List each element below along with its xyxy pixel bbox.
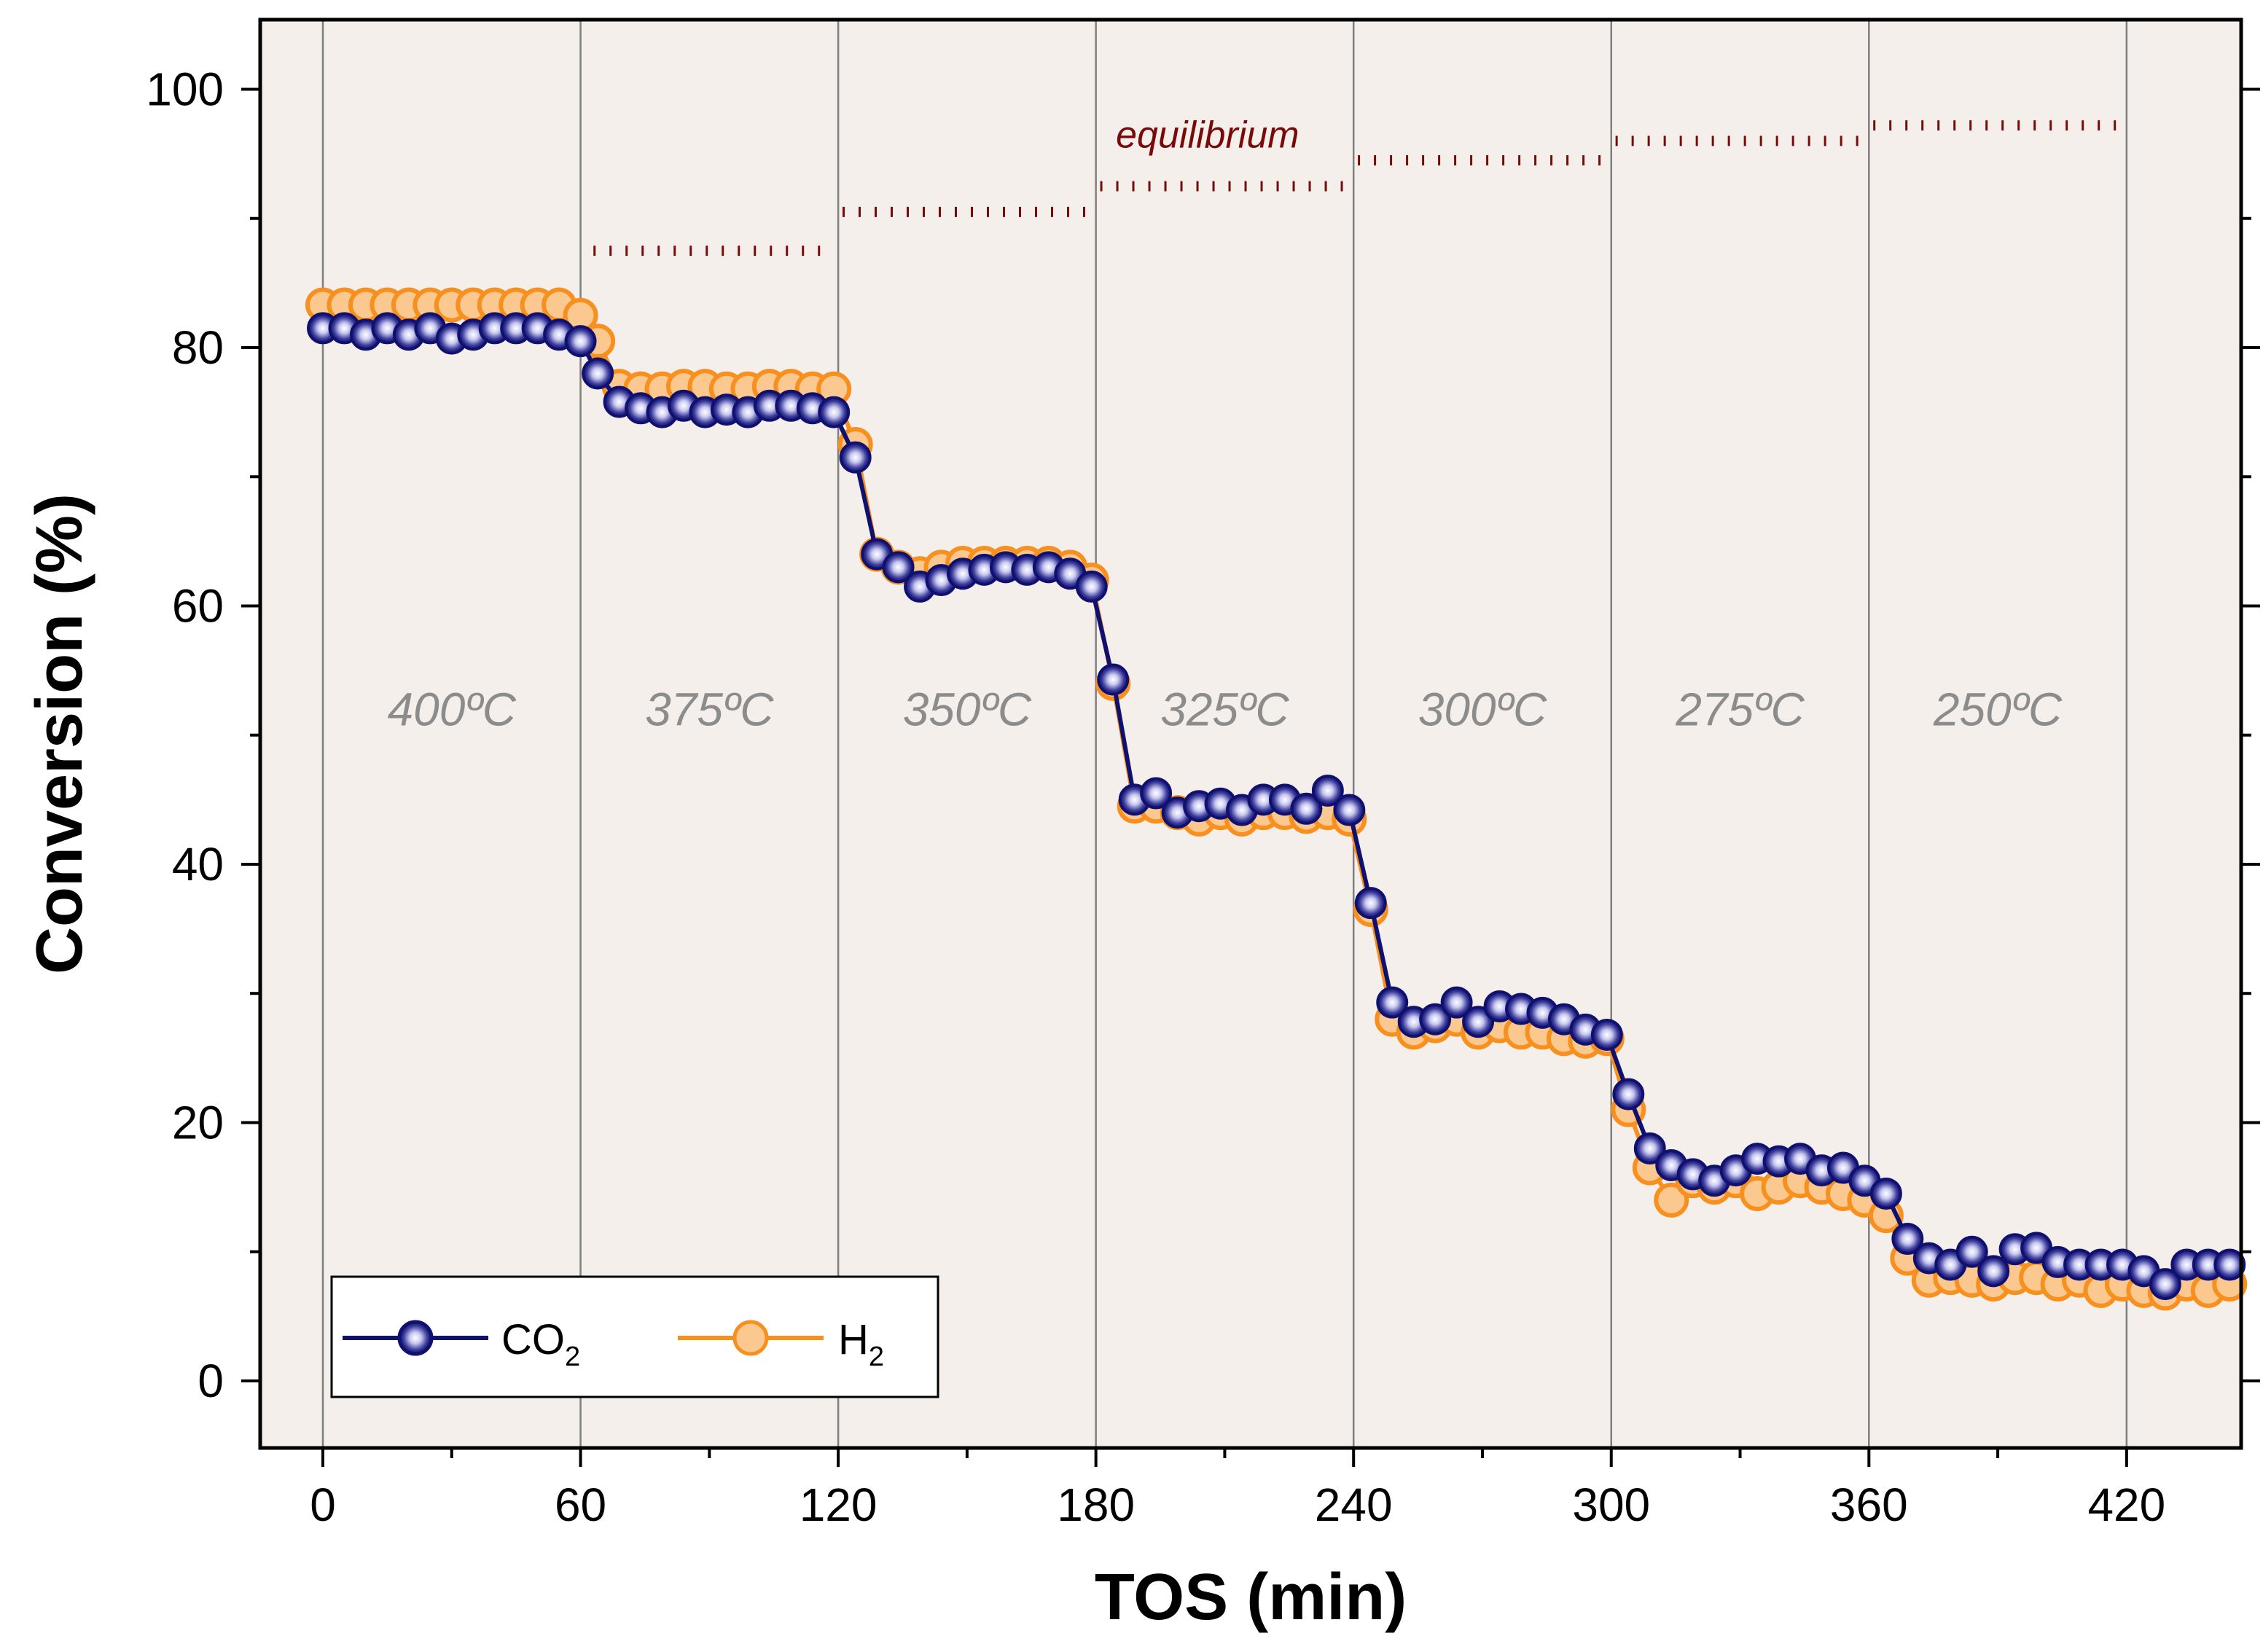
data-point-co2 xyxy=(2213,1248,2246,1281)
x-tick-label: 120 xyxy=(800,1479,878,1531)
temperature-label-0: 400ºC xyxy=(388,683,517,735)
x-tick-label: 0 xyxy=(310,1479,336,1531)
x-tick-label: 60 xyxy=(555,1479,606,1531)
data-point-co2 xyxy=(1140,777,1173,810)
axis-ticks: 0 60 120 180 240 300 360 420 0 20 40 60 80 100 xyxy=(146,63,2260,1531)
data-point-co2 xyxy=(1612,1078,1645,1111)
temperature-label-3: 325ºC xyxy=(1160,683,1289,735)
data-point-co2 xyxy=(1633,1132,1666,1164)
data-point-co2 xyxy=(1955,1235,1988,1268)
y-tick-label: 0 xyxy=(198,1355,224,1407)
y-tick-label: 20 xyxy=(172,1097,224,1149)
data-point-co2 xyxy=(1354,887,1387,920)
temperature-label-6: 250ºC xyxy=(1933,683,2063,735)
x-axis-title: TOS (min) xyxy=(1095,1561,1407,1634)
data-point-co2 xyxy=(1590,1018,1623,1051)
temperature-label-4: 300ºC xyxy=(1418,683,1547,735)
data-point-co2 xyxy=(1097,663,1130,696)
data-point-h2 xyxy=(1654,1182,1689,1218)
y-axis-title: Conversion (%) xyxy=(23,493,96,974)
data-point-co2 xyxy=(1376,986,1409,1019)
equilibrium-label: equilibrium xyxy=(1116,114,1299,157)
legend-co2-sub: 2 xyxy=(565,1342,580,1372)
legend-co2-label: CO2 xyxy=(501,1316,580,1372)
data-point-co2 xyxy=(1440,986,1473,1019)
y-tick-label: 100 xyxy=(146,63,224,116)
temperature-label-1: 375ºC xyxy=(645,683,774,735)
legend-co2-marker xyxy=(397,1320,434,1356)
legend-h2-sub: 2 xyxy=(869,1342,884,1372)
data-point-co2 xyxy=(1333,794,1366,826)
temperature-label-5: 275ºC xyxy=(1675,683,1805,735)
data-point-co2 xyxy=(1869,1177,1902,1210)
data-point-co2 xyxy=(1462,1006,1495,1038)
data-point-co2 xyxy=(1977,1255,2010,1288)
data-point-co2 xyxy=(1891,1223,1924,1256)
y-tick-label: 40 xyxy=(172,838,224,890)
x-tick-label: 180 xyxy=(1057,1479,1135,1531)
temperature-label-2: 350ºC xyxy=(903,683,1032,735)
legend: CO2 H2 xyxy=(330,1275,939,1398)
x-tick-label: 420 xyxy=(2087,1479,2165,1531)
plot-background xyxy=(260,20,2241,1448)
x-tick-label: 300 xyxy=(1572,1479,1650,1531)
equilibrium-lines: equilibrium xyxy=(593,114,2122,257)
temperature-labels: 400ºC 375ºC 350ºC 325ºC 300ºC 275ºC 250ºC xyxy=(388,683,2063,735)
data-point-co2 xyxy=(882,551,915,584)
y-tick-label: 60 xyxy=(172,580,224,633)
legend-h2-main: H xyxy=(838,1316,869,1363)
data-point-co2 xyxy=(582,357,614,390)
data-point-co2 xyxy=(839,441,872,474)
legend-h2-label: H2 xyxy=(838,1316,884,1372)
legend-h2-marker xyxy=(732,1320,769,1356)
legend-co2-main: CO xyxy=(501,1316,565,1363)
data-point-co2 xyxy=(1075,570,1108,603)
y-tick-label: 80 xyxy=(172,321,224,374)
data-point-co2 xyxy=(1419,1003,1452,1036)
x-tick-label: 240 xyxy=(1315,1479,1393,1531)
data-point-co2 xyxy=(564,325,597,358)
data-point-co2 xyxy=(2149,1268,2181,1301)
series-layer xyxy=(305,287,2248,1311)
data-point-co2 xyxy=(818,396,851,428)
data-point-co2 xyxy=(1290,792,1323,825)
data-point-co2 xyxy=(1311,774,1344,807)
x-tick-label: 360 xyxy=(1830,1479,1908,1531)
